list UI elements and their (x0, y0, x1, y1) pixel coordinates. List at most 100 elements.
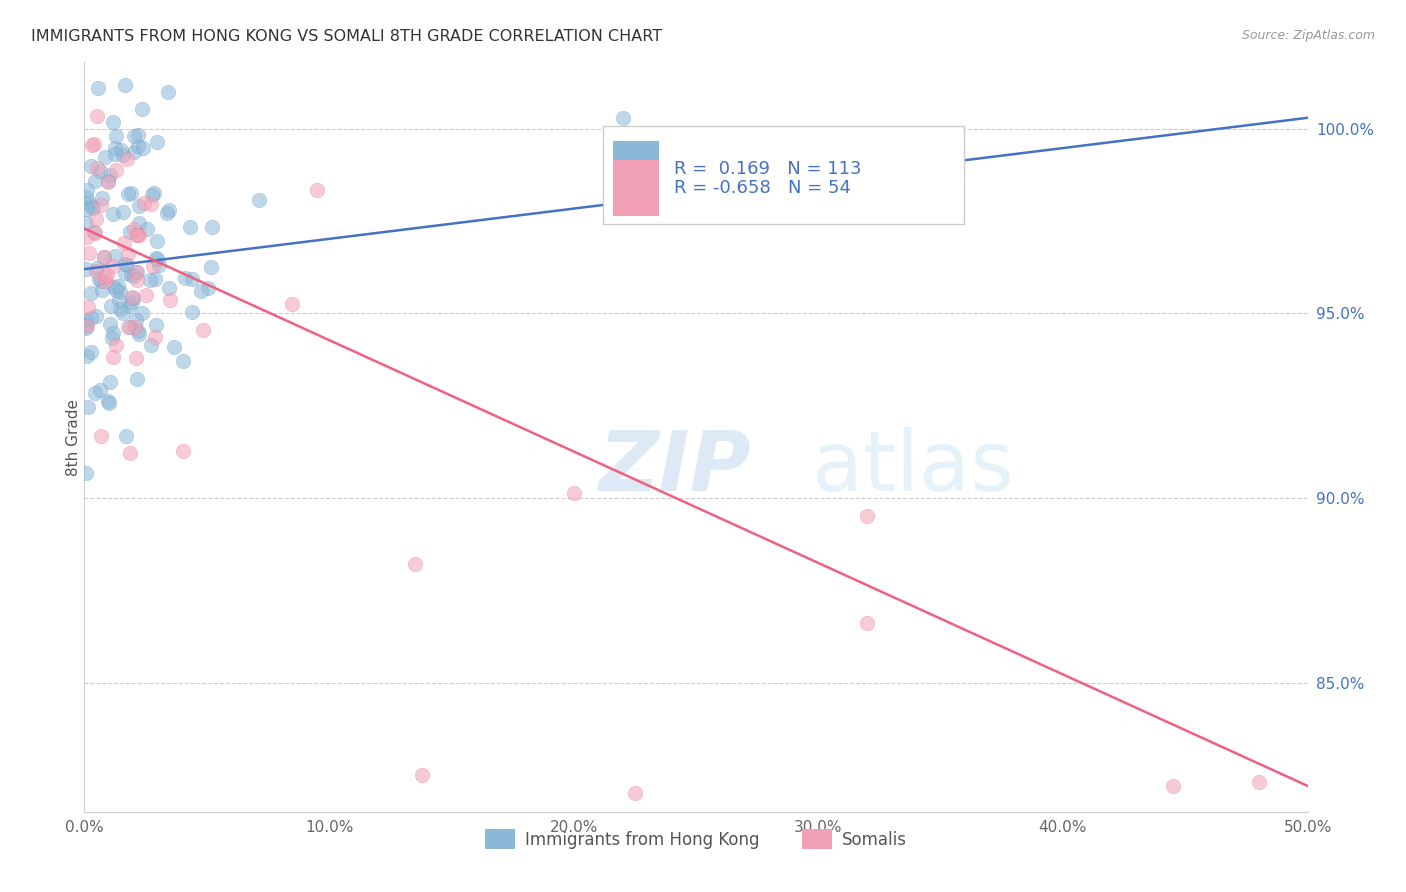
Point (157, 281, 180, 295)
Point (108, 293, 131, 307)
Point (128, 216, 150, 230)
Point (80, 159, 103, 173)
Point (141, 197, 163, 211)
Point (173, 270, 195, 285)
Point (156, 206, 179, 220)
Point (80, 311, 103, 326)
Point (98, 317, 121, 331)
Point (93, 149, 115, 163)
Point (115, 258, 138, 272)
Point (127, 265, 149, 279)
Point (141, 337, 163, 351)
Point (110, 144, 132, 158)
Point (1247, 775, 1270, 789)
Point (103, 249, 125, 263)
Point (80, 199, 103, 213)
Point (128, 227, 150, 242)
Legend: Immigrants from Hong Kong, Somalis: Immigrants from Hong Kong, Somalis (478, 822, 914, 855)
Point (91, 283, 114, 297)
Point (856, 615, 879, 630)
Point (83, 137, 105, 152)
Text: R = -0.658   N = 54: R = -0.658 N = 54 (673, 179, 851, 197)
Point (404, 558, 426, 572)
Point (117, 319, 139, 334)
Point (75, 318, 97, 332)
Text: ZIP: ZIP (598, 426, 751, 508)
Point (125, 228, 148, 243)
Point (84, 212, 107, 227)
Point (127, 139, 149, 153)
Point (104, 162, 127, 177)
Point (76, 349, 98, 363)
Point (127, 324, 149, 338)
Point (103, 115, 125, 129)
Point (75, 190, 97, 204)
Point (104, 337, 127, 351)
Point (145, 135, 167, 149)
Point (97, 396, 120, 410)
Point (143, 272, 166, 286)
Point (75, 314, 97, 328)
Point (82, 201, 104, 215)
Point (114, 429, 136, 443)
Point (124, 222, 146, 236)
Point (76, 301, 98, 315)
Point (120, 186, 142, 201)
Point (201, 220, 224, 235)
Point (191, 323, 214, 337)
Point (77, 245, 100, 260)
Point (112, 236, 135, 251)
Point (114, 266, 136, 280)
Point (562, 486, 585, 500)
Point (101, 207, 124, 221)
Point (107, 279, 129, 293)
Point (110, 285, 132, 299)
Point (146, 234, 169, 248)
Point (89, 164, 111, 178)
Point (89, 383, 111, 397)
Point (75, 321, 97, 335)
Point (122, 268, 145, 283)
Point (146, 252, 169, 266)
Point (104, 128, 127, 143)
Point (101, 259, 124, 273)
Point (135, 222, 157, 236)
Point (125, 372, 148, 386)
Point (115, 153, 138, 167)
Point (108, 301, 131, 316)
Point (77, 401, 100, 415)
Point (411, 768, 433, 782)
Point (90, 274, 112, 288)
Point (131, 305, 153, 319)
Point (75, 216, 97, 230)
Point (98, 376, 121, 390)
Point (624, 786, 647, 800)
Point (200, 260, 222, 275)
Point (132, 141, 155, 155)
Point (96, 268, 118, 283)
Point (612, 111, 634, 125)
Point (143, 186, 166, 200)
Point (75, 261, 97, 276)
Point (101, 350, 124, 364)
Point (190, 284, 212, 298)
Point (121, 294, 143, 309)
Point (163, 340, 186, 354)
Point (84, 174, 107, 188)
Point (179, 220, 201, 235)
Point (120, 446, 142, 460)
Point (76, 230, 98, 244)
Point (1161, 779, 1184, 793)
Point (86, 161, 108, 176)
Point (89, 271, 111, 285)
Point (80, 138, 103, 153)
Point (121, 290, 143, 304)
Point (148, 258, 170, 272)
Point (172, 444, 194, 458)
Point (856, 509, 879, 524)
Point (75, 466, 97, 480)
Point (247, 193, 270, 207)
Y-axis label: 8th Grade: 8th Grade (66, 399, 80, 475)
Point (125, 313, 148, 327)
Point (305, 183, 328, 197)
